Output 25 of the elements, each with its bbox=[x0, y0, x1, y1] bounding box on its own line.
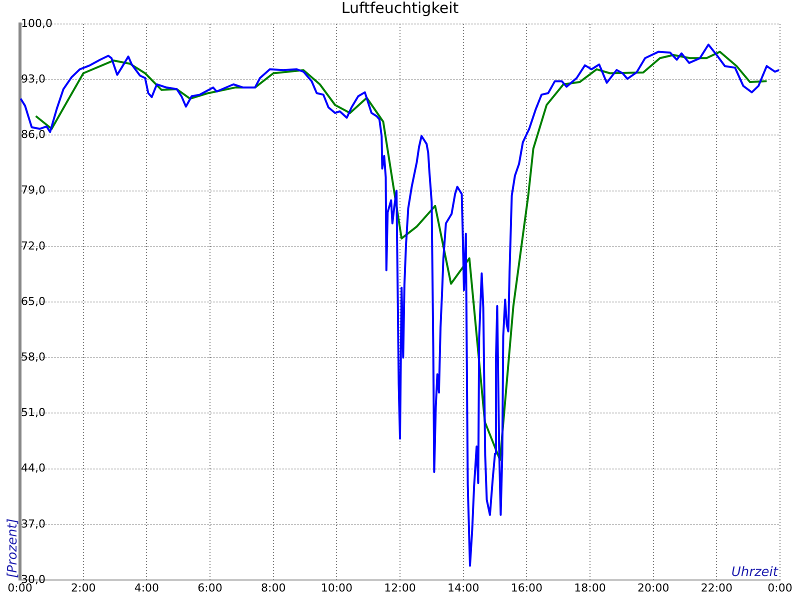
x-tick-label: 4:00 bbox=[134, 581, 160, 594]
y-tick-label: 51,0 bbox=[21, 406, 46, 420]
x-tick-label: 22:00 bbox=[700, 581, 733, 594]
y-axis-title: [Prozent] bbox=[5, 518, 20, 578]
y-tick-label: 93,0 bbox=[21, 72, 46, 86]
x-tick-label: 12:00 bbox=[384, 581, 416, 594]
y-tick-label: 58,0 bbox=[21, 350, 46, 364]
y-tick-label: 79,0 bbox=[21, 184, 46, 197]
x-axis-title: Uhrzeit bbox=[731, 564, 779, 580]
y-tick-label: 65,0 bbox=[21, 294, 46, 308]
x-tick-label: 6:00 bbox=[198, 581, 222, 594]
x-tick-label: 20:00 bbox=[637, 581, 670, 594]
x-tick-label: 18:00 bbox=[574, 581, 606, 594]
x-tick-label: 10:00 bbox=[320, 581, 353, 594]
x-tick-label: 0:00 bbox=[768, 581, 792, 594]
y-tick-label: 100,0 bbox=[21, 16, 52, 30]
y-tick-label: 37,0 bbox=[21, 517, 46, 530]
y-tick-label: 72,0 bbox=[21, 239, 46, 252]
y-tick-label: 44,0 bbox=[21, 462, 46, 475]
x-tick-label: 16:00 bbox=[510, 581, 543, 594]
x-tick-label: 14:00 bbox=[447, 581, 480, 594]
x-tick-label: 2:00 bbox=[70, 581, 96, 594]
chart-title: Luftfeuchtigkeit bbox=[341, 0, 459, 17]
y-tick-label: 86,0 bbox=[21, 128, 46, 142]
x-tick-label: 8:00 bbox=[260, 581, 286, 594]
